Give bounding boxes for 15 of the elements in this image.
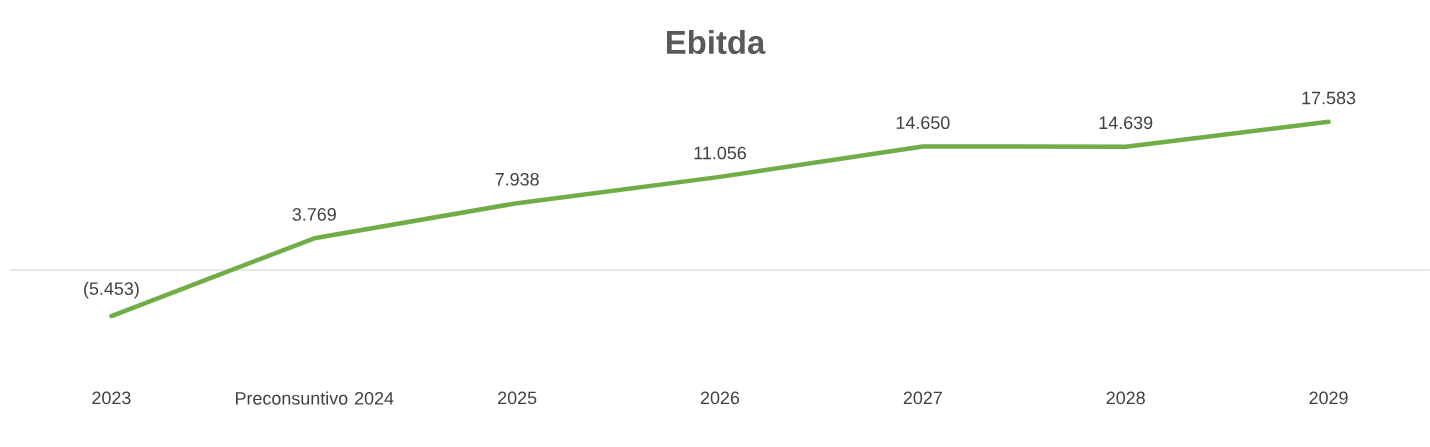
x-tick-label: 2023 [92,391,131,405]
chart-title: Ebitda [666,29,766,55]
x-tick-label: 2027 [903,391,942,405]
data-label: 14.650 [896,116,950,130]
data-label: (5.453) [84,281,139,299]
data-label: 3.769 [292,208,336,221]
data-label: 14.639 [1099,116,1153,130]
x-tick-label: 2026 [700,391,740,405]
data-label: 11.056 [694,146,746,160]
x-tick-label: Preconsuntivo 2024 [236,391,394,405]
data-label: 17.583 [1302,91,1356,105]
x-tick-label: 2029 [1309,391,1348,405]
data-label: 7.938 [495,172,539,186]
x-tick-label: 2025 [498,391,537,405]
x-tick-label: 2028 [1106,391,1145,405]
